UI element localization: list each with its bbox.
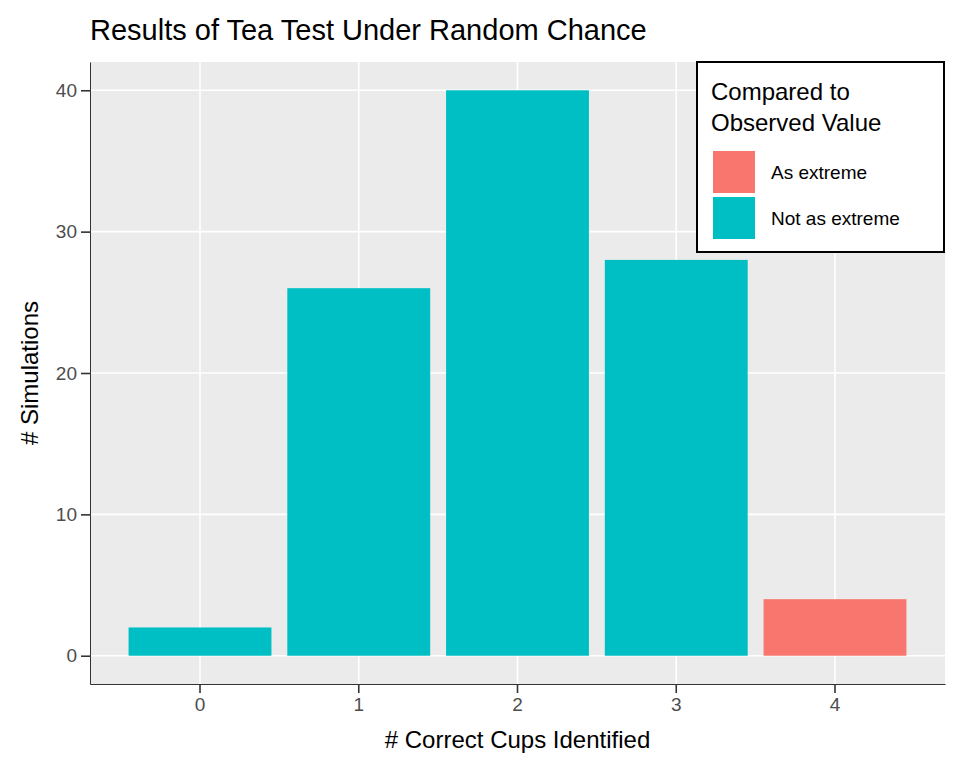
tick: 1	[353, 684, 364, 715]
x-axis: 0 1 2 3 4	[91, 684, 946, 715]
y-axis: 0 10 20 30 40	[56, 63, 91, 685]
bar	[287, 288, 430, 656]
tick-mark	[81, 373, 90, 375]
tick-label: 2	[512, 694, 523, 715]
tick-label: 0	[195, 694, 206, 715]
tick-label: 10	[56, 504, 77, 525]
legend-key	[713, 197, 755, 239]
tick-mark	[199, 684, 201, 693]
tick: 0	[66, 645, 90, 666]
tick-mark	[834, 684, 836, 693]
tick-mark	[675, 684, 677, 693]
tick: 20	[56, 363, 90, 384]
bar	[764, 599, 907, 656]
tick-label: 4	[830, 694, 841, 715]
tick: 30	[56, 221, 90, 242]
tick: 4	[830, 684, 841, 715]
tick: 3	[671, 684, 682, 715]
tick-label: 1	[353, 694, 364, 715]
y-axis-title: # Simulations	[16, 301, 43, 445]
tick: 2	[512, 684, 523, 715]
tick-label: 3	[671, 694, 682, 715]
tick-label: 20	[56, 363, 77, 384]
legend-label: Not as extreme	[771, 208, 900, 229]
bar	[605, 260, 748, 656]
x-axis-title: # Correct Cups Identified	[385, 726, 650, 753]
legend-label: As extreme	[771, 162, 867, 183]
grid	[90, 62, 945, 684]
chart: 0 10 20 30 40 0 1 2 3 4 Results of Tea Test Under …	[0, 0, 960, 768]
tick: 0	[195, 684, 206, 715]
grid-line	[199, 62, 201, 684]
tick-label: 40	[56, 80, 77, 101]
tick-label: 0	[66, 645, 77, 666]
tick-label: 30	[56, 221, 77, 242]
bars	[129, 90, 907, 655]
bar	[446, 90, 589, 655]
tick: 40	[56, 80, 90, 101]
tick-mark	[81, 655, 90, 657]
legend-title: Compared toObserved Value	[711, 78, 881, 136]
tick-mark	[81, 231, 90, 233]
tick-mark	[81, 90, 90, 92]
tick-mark	[358, 684, 360, 693]
tick-mark	[81, 514, 90, 516]
tick-mark	[517, 684, 519, 693]
legend-key	[713, 151, 755, 193]
tick: 10	[56, 504, 90, 525]
title: Results of Tea Test Under Random Chance	[90, 14, 647, 46]
panel	[90, 62, 945, 684]
axis-line	[90, 63, 91, 685]
legend: Compared toObserved Value As extreme Not a…	[697, 62, 944, 252]
legend-box	[697, 62, 944, 252]
bar	[129, 627, 272, 655]
